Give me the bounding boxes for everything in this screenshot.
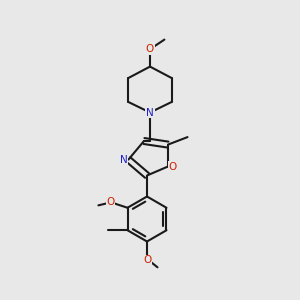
Text: N: N (120, 154, 128, 165)
Text: N: N (146, 107, 154, 118)
Text: O: O (143, 255, 151, 266)
Text: O: O (106, 197, 115, 207)
Text: O: O (146, 44, 154, 54)
Text: O: O (169, 161, 177, 172)
